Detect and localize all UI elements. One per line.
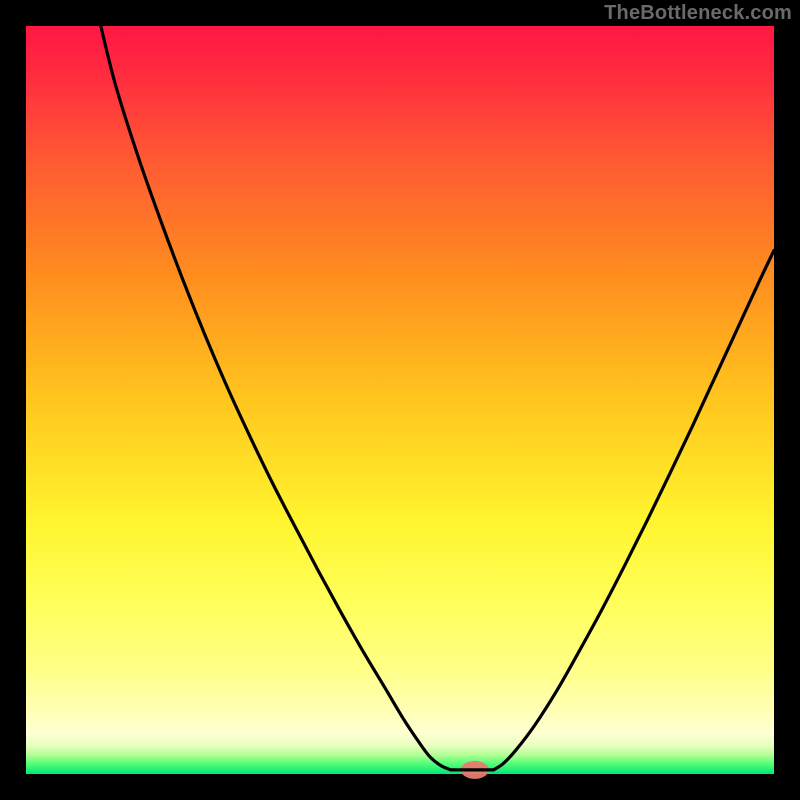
watermark-text: TheBottleneck.com [604,2,792,25]
bottleneck-chart [0,0,800,800]
chart-background [26,26,774,774]
chart-frame: TheBottleneck.com [0,0,800,800]
